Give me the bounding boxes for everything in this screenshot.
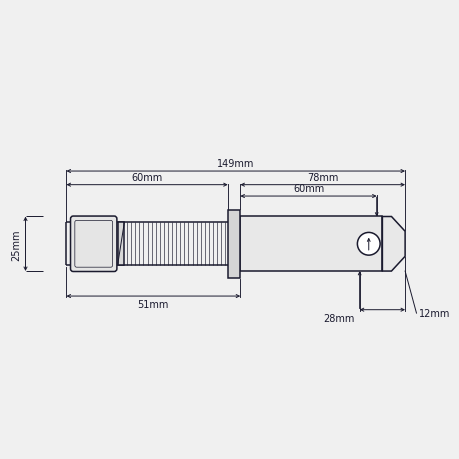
Text: 28mm: 28mm xyxy=(323,313,354,324)
Polygon shape xyxy=(381,217,404,271)
Text: 60mm: 60mm xyxy=(131,172,162,182)
Bar xyxy=(118,223,124,266)
Text: 12mm: 12mm xyxy=(418,308,449,319)
FancyBboxPatch shape xyxy=(70,217,117,272)
Bar xyxy=(240,217,381,271)
Text: 51mm: 51mm xyxy=(137,300,169,310)
Circle shape xyxy=(357,233,379,256)
Text: 60mm: 60mm xyxy=(292,184,324,194)
Text: 78mm: 78mm xyxy=(306,172,338,182)
Bar xyxy=(227,210,240,278)
Text: 149mm: 149mm xyxy=(217,159,254,169)
Text: 25mm: 25mm xyxy=(11,229,22,260)
